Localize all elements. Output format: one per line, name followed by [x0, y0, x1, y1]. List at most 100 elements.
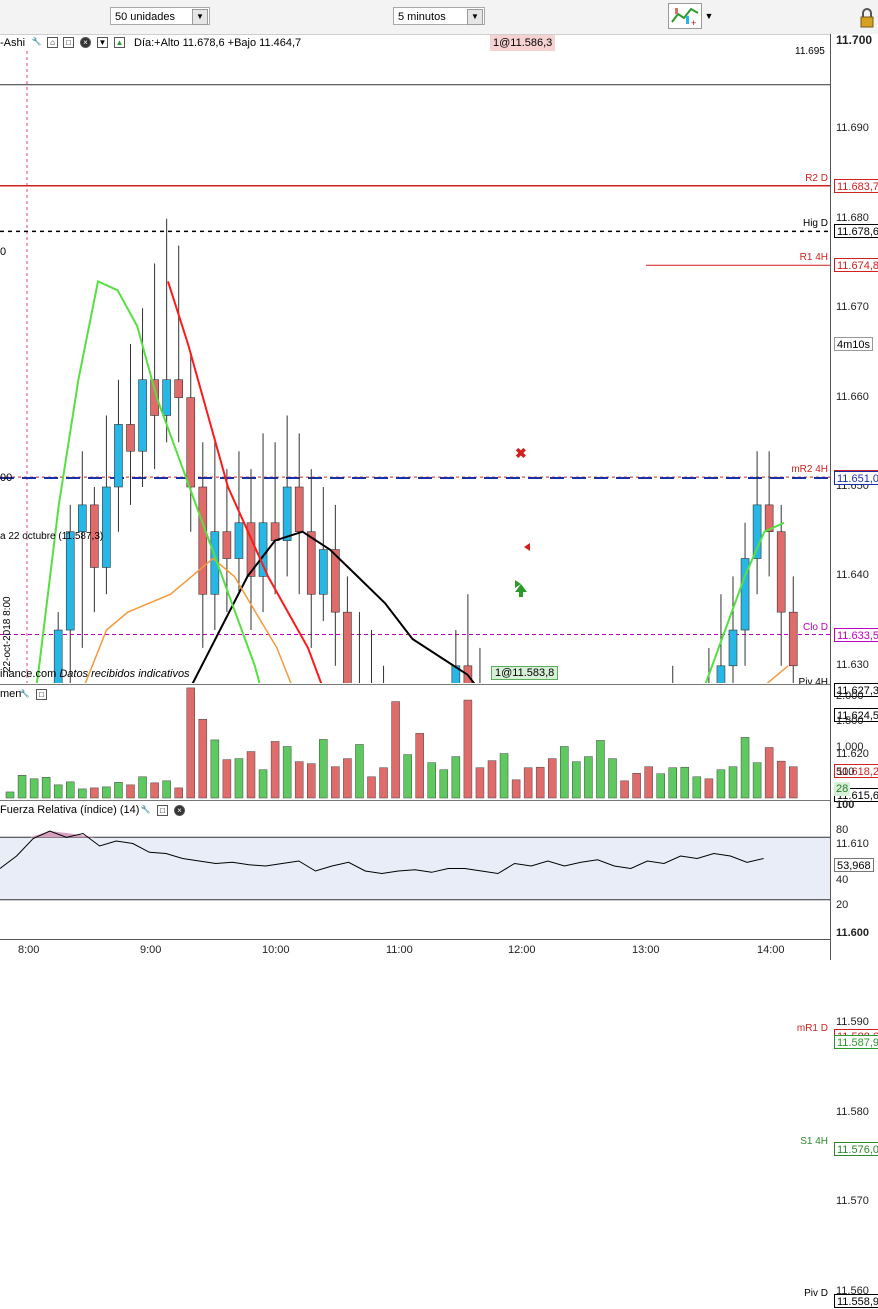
- volume-bar[interactable]: [523, 767, 533, 799]
- arrow-up-icon[interactable]: ▲: [114, 37, 125, 48]
- candle-body[interactable]: [114, 424, 123, 488]
- candle-body[interactable]: [343, 611, 352, 683]
- volume-bar[interactable]: [210, 739, 220, 799]
- chevron-down-icon[interactable]: ▼: [467, 9, 483, 25]
- candle-body[interactable]: [331, 549, 340, 613]
- price-axis[interactable]: [830, 34, 878, 960]
- volume-bar[interactable]: [307, 763, 316, 799]
- candle-body[interactable]: [222, 531, 232, 559]
- volume-bar[interactable]: [692, 776, 702, 799]
- volume-bar[interactable]: [560, 746, 569, 799]
- wrench-icon[interactable]: 🔧: [19, 689, 30, 698]
- volume-bar[interactable]: [716, 769, 726, 799]
- candle-body[interactable]: [728, 629, 738, 667]
- volume-bar[interactable]: [752, 762, 762, 799]
- candle-body[interactable]: [65, 531, 75, 631]
- volume-bar[interactable]: [427, 762, 436, 799]
- volume-bar[interactable]: [355, 744, 364, 799]
- indicators-button[interactable]: +: [668, 3, 702, 29]
- volume-bar[interactable]: [620, 780, 629, 799]
- volume-bar[interactable]: [126, 784, 135, 799]
- candle-body[interactable]: [716, 665, 726, 683]
- volume-bar[interactable]: [379, 767, 388, 799]
- rsi-panel[interactable]: [0, 801, 830, 939]
- volume-bar[interactable]: [66, 781, 75, 799]
- candle-body[interactable]: [53, 629, 63, 683]
- volume-bar[interactable]: [632, 773, 641, 799]
- volume-bar[interactable]: [234, 758, 244, 799]
- candle-body[interactable]: [451, 665, 461, 683]
- candle-body[interactable]: [234, 522, 244, 559]
- volume-bar[interactable]: [391, 701, 400, 799]
- volume-bar[interactable]: [764, 747, 774, 799]
- volume-bar[interactable]: [367, 776, 376, 799]
- volume-bar[interactable]: [162, 780, 171, 799]
- volume-bar[interactable]: [572, 761, 581, 799]
- candle-body[interactable]: [294, 486, 304, 533]
- volume-bar[interactable]: [499, 753, 509, 799]
- volume-bar[interactable]: [90, 787, 99, 799]
- volume-bar[interactable]: [41, 777, 51, 799]
- volume-bar[interactable]: [776, 760, 786, 799]
- pen-icon[interactable]: ⌂: [47, 37, 58, 48]
- volume-bar[interactable]: [548, 758, 557, 799]
- window-icon[interactable]: □: [157, 805, 168, 816]
- volume-bar[interactable]: [294, 761, 304, 799]
- volume-bar[interactable]: [270, 741, 280, 799]
- volume-bar[interactable]: [415, 733, 424, 799]
- volume-bar[interactable]: [29, 778, 39, 799]
- candle-body[interactable]: [306, 531, 316, 595]
- volume-bar[interactable]: [17, 775, 27, 799]
- volume-bar[interactable]: [728, 766, 738, 799]
- volume-bar[interactable]: [5, 791, 15, 799]
- close-icon[interactable]: ×: [80, 37, 91, 48]
- units-select[interactable]: 50 unidades ▼: [110, 7, 210, 25]
- volume-bar[interactable]: [668, 767, 677, 799]
- candle-body[interactable]: [174, 379, 183, 398]
- volume-bar[interactable]: [451, 756, 461, 799]
- candle-body[interactable]: [740, 558, 750, 631]
- candle-body[interactable]: [162, 379, 171, 416]
- close-icon[interactable]: ×: [174, 805, 185, 816]
- candle-body[interactable]: [258, 522, 268, 577]
- candle-body[interactable]: [318, 549, 328, 595]
- volume-bar[interactable]: [114, 782, 123, 799]
- close-order-icon[interactable]: ✖: [515, 445, 527, 461]
- volume-bar[interactable]: [53, 784, 63, 799]
- candle-body[interactable]: [78, 504, 87, 533]
- position-marker-top[interactable]: 1@11.586,3: [490, 35, 556, 51]
- volume-bar[interactable]: [102, 786, 111, 799]
- volume-bar[interactable]: [78, 788, 87, 799]
- volume-bar[interactable]: [584, 756, 593, 799]
- entry-marker-icon[interactable]: [524, 543, 530, 551]
- candle-body[interactable]: [764, 504, 774, 533]
- volume-bar[interactable]: [331, 766, 340, 799]
- volume-bar[interactable]: [608, 758, 617, 799]
- volume-bar[interactable]: [222, 759, 232, 799]
- volume-bar[interactable]: [656, 773, 665, 799]
- candle-body[interactable]: [788, 611, 798, 667]
- volume-panel[interactable]: [0, 684, 830, 800]
- candle-body[interactable]: [270, 522, 280, 541]
- candle-body[interactable]: [752, 504, 762, 559]
- arrow-down-icon[interactable]: ▼: [97, 37, 108, 48]
- candle-body[interactable]: [776, 531, 786, 613]
- candle-body[interactable]: [126, 424, 135, 452]
- volume-bar[interactable]: [680, 766, 690, 799]
- volume-bar[interactable]: [246, 751, 256, 799]
- volume-bar[interactable]: [198, 718, 208, 799]
- volume-bar[interactable]: [704, 778, 714, 799]
- candle-body[interactable]: [282, 486, 292, 541]
- volume-bar[interactable]: [138, 776, 147, 799]
- volume-bar[interactable]: [439, 769, 449, 799]
- candle-body[interactable]: [198, 486, 208, 595]
- volume-bar[interactable]: [740, 737, 750, 799]
- volume-bar[interactable]: [644, 766, 653, 799]
- volume-bar[interactable]: [343, 758, 352, 799]
- window-icon[interactable]: □: [63, 37, 74, 48]
- volume-bar[interactable]: [463, 699, 473, 799]
- chevron-down-icon[interactable]: ▼: [192, 9, 208, 25]
- volume-bar[interactable]: [487, 760, 497, 799]
- volume-bar[interactable]: [475, 767, 485, 799]
- position-marker-bottom[interactable]: 1@11.583,8: [491, 666, 559, 680]
